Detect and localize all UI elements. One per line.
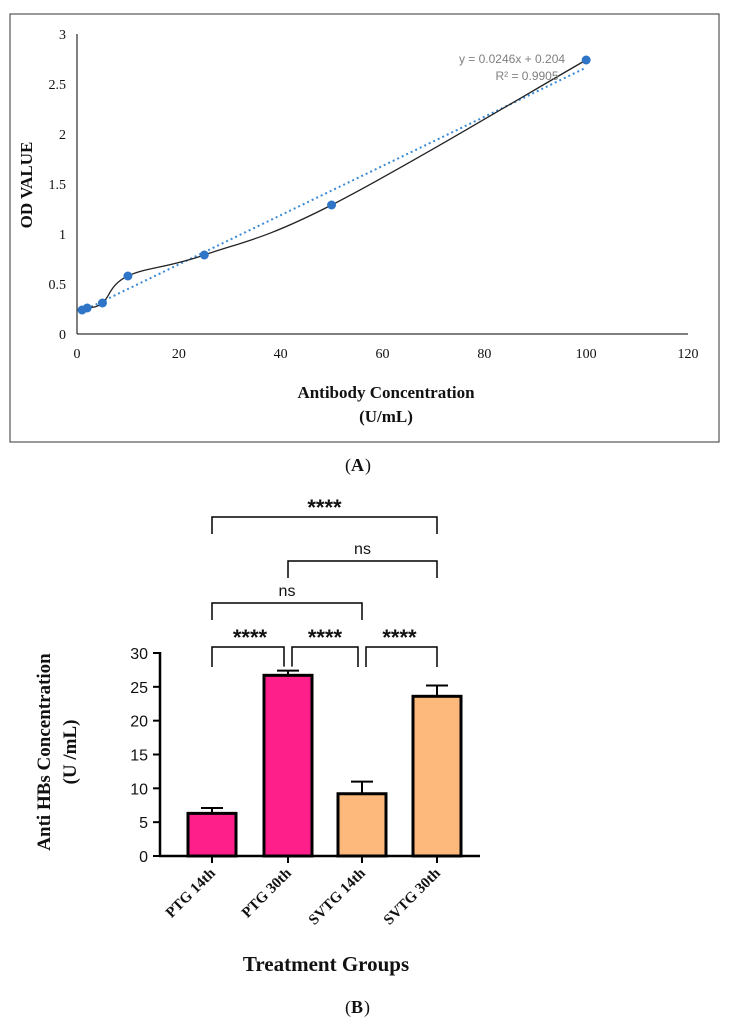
svg-text:): ) (365, 455, 371, 476)
chart-b-y-tick-label: 0 (139, 849, 148, 866)
chart-b-comparison-bracket (211, 646, 285, 667)
chart-b-comparison-label: **** (382, 625, 417, 650)
chart-a-y-tick-label: 1 (59, 228, 66, 243)
chart-a-frame (9, 13, 720, 443)
chart-b-category-label: PTG 30th (239, 865, 295, 921)
svg-text:): ) (364, 997, 370, 1018)
chart-b-y-tick-label: 25 (130, 680, 148, 697)
chart-b-y-tick-label: 20 (130, 714, 148, 731)
chart-b-bar (186, 811, 238, 858)
chart-a-ylabel: OD VALUE (17, 142, 36, 229)
chart-b-y-tick-label: 5 (139, 815, 148, 832)
chart-a-data-point (82, 303, 92, 313)
chart-b-comparison-label: ns (354, 541, 371, 558)
chart-a-xlabel: Antibody Concentration (297, 383, 475, 402)
chart-a-x-tick-label: 80 (477, 347, 491, 362)
chart-a-axes (76, 34, 688, 335)
chart-a-x-tick-label: 0 (74, 347, 81, 362)
chart-b-category-label: SVTG 14th (306, 865, 369, 928)
chart-b-comparison-bracket (287, 560, 438, 578)
chart-a-equation: y = 0.0246x + 0.204 (459, 52, 565, 66)
chart-a-y-tick-label: 0.5 (49, 278, 67, 293)
chart-b-category-label: SVTG 30th (381, 865, 444, 928)
chart-a-y-tick-label: 2 (59, 128, 66, 143)
chart-b-comparison-label: ns (279, 583, 296, 600)
chart-a-data-point (123, 271, 133, 281)
chart-a-data-point (327, 200, 337, 210)
chart-b: **** **** **** ns ns **** 0 5 10 15 20 25 30 PTG 14… (34, 495, 480, 976)
chart-a-points (77, 55, 591, 315)
chart-b-significance: **** **** **** ns ns **** (211, 495, 438, 667)
chart-a-ticks: 0 0.5 1 1.5 2 2.5 3 0 20 40 60 80 100 120 (49, 28, 699, 362)
chart-b-comparison-bracket (211, 516, 438, 534)
chart-b-y-tick-label: 10 (130, 781, 148, 798)
chart-b-comparison-label: **** (308, 625, 343, 650)
chart-b-comparison-bracket (291, 646, 359, 667)
panel-b-letter: B (351, 997, 363, 1017)
chart-a-x-tick-label: 100 (576, 347, 597, 362)
svg-text:(: ( (345, 455, 351, 476)
chart-b-xlabel: Treatment Groups (243, 952, 409, 976)
chart-b-comparison-label: **** (307, 495, 342, 520)
chart-a-xlabel-unit: (U/mL) (359, 407, 413, 426)
chart-b-ticks: 0 5 10 15 20 25 30 (130, 646, 438, 866)
chart-b-ylabel-unit: (U /mL) (60, 720, 81, 785)
chart-b-bar (262, 673, 314, 858)
chart-b-comparison-bracket (365, 646, 438, 667)
chart-b-categories: PTG 14th PTG 30th SVTG 14th SVTG 30th (163, 865, 444, 928)
chart-a-y-tick-label: 1.5 (49, 178, 67, 193)
chart-b-bars (186, 669, 463, 858)
panel-a-letter: A (351, 455, 364, 475)
chart-a: 0 0.5 1 1.5 2 2.5 3 0 20 40 60 80 100 120 y = 0.0246x… (9, 13, 720, 443)
chart-a-y-tick-label: 0 (59, 328, 66, 343)
chart-a-data-point (199, 250, 209, 260)
chart-a-data-point (97, 298, 107, 308)
chart-b-category-label: PTG 14th (163, 865, 219, 921)
svg-text:(: ( (345, 997, 351, 1018)
chart-a-y-tick-label: 2.5 (49, 78, 67, 93)
chart-b-bar (411, 694, 463, 858)
chart-a-x-tick-label: 120 (678, 347, 699, 362)
panel-label-b: ( B ) (345, 997, 370, 1018)
chart-b-y-tick-label: 30 (130, 646, 148, 663)
chart-b-comparison-bracket (211, 602, 363, 620)
chart-b-comparison-label: **** (233, 625, 268, 650)
chart-a-x-tick-label: 20 (172, 347, 186, 362)
chart-a-x-tick-label: 60 (376, 347, 390, 362)
chart-b-bar (336, 792, 388, 858)
panel-label-a: ( A ) (345, 455, 371, 476)
chart-a-y-tick-label: 3 (59, 28, 66, 43)
chart-a-x-tick-label: 40 (274, 347, 288, 362)
chart-a-r2: R² = 0.9905 (495, 69, 558, 83)
chart-b-ylabel: Anti HBs Concentration (34, 653, 55, 851)
chart-a-data-point (581, 55, 591, 65)
chart-b-y-tick-label: 15 (130, 748, 148, 765)
